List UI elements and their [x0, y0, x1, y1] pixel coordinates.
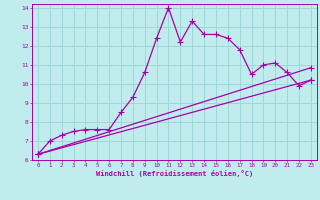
X-axis label: Windchill (Refroidissement éolien,°C): Windchill (Refroidissement éolien,°C)	[96, 170, 253, 177]
